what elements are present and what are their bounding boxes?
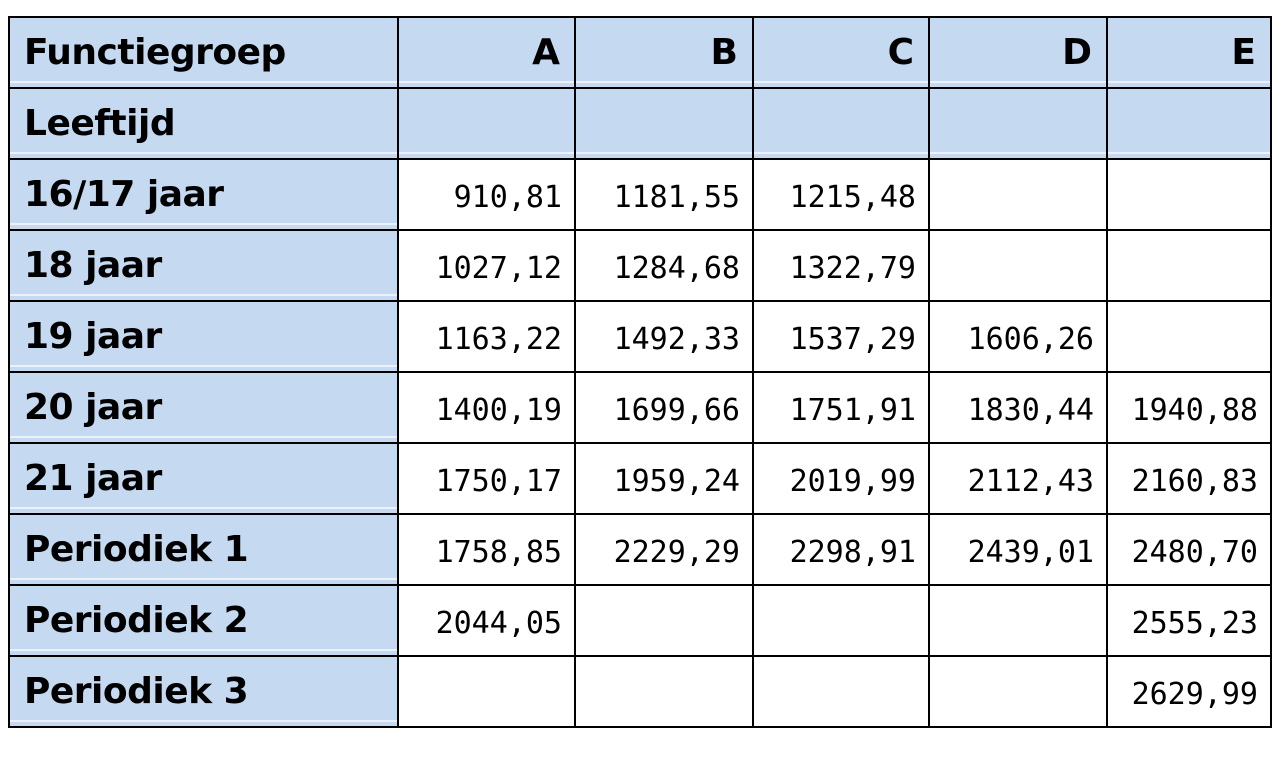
value-cell xyxy=(928,584,1108,657)
salary-table: Functiegroep A B C D E Leeftijd 16/17 ja… xyxy=(8,16,1272,728)
value-cell: 2439,01 xyxy=(928,513,1108,586)
subheader-empty-cell xyxy=(1106,87,1272,160)
value-cell: 2480,70 xyxy=(1106,513,1272,586)
value-cell: 1322,79 xyxy=(752,229,930,302)
header-row: Functiegroep A B C D E xyxy=(8,16,1272,89)
column-header-c: C xyxy=(752,16,930,89)
value-cell: 1284,68 xyxy=(574,229,754,302)
value-cell: 1163,22 xyxy=(397,300,576,373)
value-cell: 2298,91 xyxy=(752,513,930,586)
subheader-label: Leeftijd xyxy=(8,87,399,160)
value-cell: 1758,85 xyxy=(397,513,576,586)
value-cell: 1699,66 xyxy=(574,371,754,444)
row-label: 18 jaar xyxy=(8,229,399,302)
value-cell xyxy=(928,229,1108,302)
value-cell xyxy=(752,584,930,657)
row-label: 20 jaar xyxy=(8,371,399,444)
value-cell: 2112,43 xyxy=(928,442,1108,515)
column-header-b: B xyxy=(574,16,754,89)
value-cell: 2229,29 xyxy=(574,513,754,586)
row-label: 16/17 jaar xyxy=(8,158,399,231)
value-cell: 1940,88 xyxy=(1106,371,1272,444)
value-cell xyxy=(397,655,576,728)
value-cell xyxy=(574,584,754,657)
value-cell xyxy=(1106,229,1272,302)
value-cell xyxy=(752,655,930,728)
value-cell: 2629,99 xyxy=(1106,655,1272,728)
column-header-a: A xyxy=(397,16,576,89)
value-cell: 2019,99 xyxy=(752,442,930,515)
value-cell: 1606,26 xyxy=(928,300,1108,373)
value-cell: 1492,33 xyxy=(574,300,754,373)
value-cell: 1959,24 xyxy=(574,442,754,515)
subheader-empty-cell xyxy=(397,87,576,160)
value-cell: 2160,83 xyxy=(1106,442,1272,515)
value-cell: 1027,12 xyxy=(397,229,576,302)
row-label: 19 jaar xyxy=(8,300,399,373)
table-row: 20 jaar 1400,19 1699,66 1751,91 1830,44 1940,… xyxy=(8,371,1272,444)
table-row: 19 jaar 1163,22 1492,33 1537,29 1606,26 xyxy=(8,300,1272,373)
value-cell: 1537,29 xyxy=(752,300,930,373)
value-cell: 1751,91 xyxy=(752,371,930,444)
subheader-row: Leeftijd xyxy=(8,87,1272,160)
value-cell xyxy=(1106,158,1272,231)
value-cell: 1181,55 xyxy=(574,158,754,231)
value-cell xyxy=(574,655,754,728)
table-row: 21 jaar 1750,17 1959,24 2019,99 2112,43 2160,… xyxy=(8,442,1272,515)
subheader-empty-cell xyxy=(928,87,1108,160)
row-label: Periodiek 1 xyxy=(8,513,399,586)
value-cell: 910,81 xyxy=(397,158,576,231)
value-cell: 1215,48 xyxy=(752,158,930,231)
value-cell: 1750,17 xyxy=(397,442,576,515)
value-cell: 2555,23 xyxy=(1106,584,1272,657)
column-header-d: D xyxy=(928,16,1108,89)
column-header-e: E xyxy=(1106,16,1272,89)
row-label: Periodiek 3 xyxy=(8,655,399,728)
row-label: 21 jaar xyxy=(8,442,399,515)
table-row: Periodiek 2 2044,05 2555,23 xyxy=(8,584,1272,657)
salary-table-container: Functiegroep A B C D E Leeftijd 16/17 ja… xyxy=(8,16,1272,728)
value-cell: 1830,44 xyxy=(928,371,1108,444)
header-label: Functiegroep xyxy=(8,16,399,89)
value-cell xyxy=(928,655,1108,728)
subheader-empty-cell xyxy=(574,87,754,160)
table-row: 16/17 jaar 910,81 1181,55 1215,48 xyxy=(8,158,1272,231)
subheader-empty-cell xyxy=(752,87,930,160)
value-cell xyxy=(1106,300,1272,373)
table-row: 18 jaar 1027,12 1284,68 1322,79 xyxy=(8,229,1272,302)
row-label: Periodiek 2 xyxy=(8,584,399,657)
table-row: Periodiek 1 1758,85 2229,29 2298,91 2439,01 2… xyxy=(8,513,1272,586)
table-row: Periodiek 3 2629,99 xyxy=(8,655,1272,728)
value-cell: 2044,05 xyxy=(397,584,576,657)
value-cell xyxy=(928,158,1108,231)
value-cell: 1400,19 xyxy=(397,371,576,444)
